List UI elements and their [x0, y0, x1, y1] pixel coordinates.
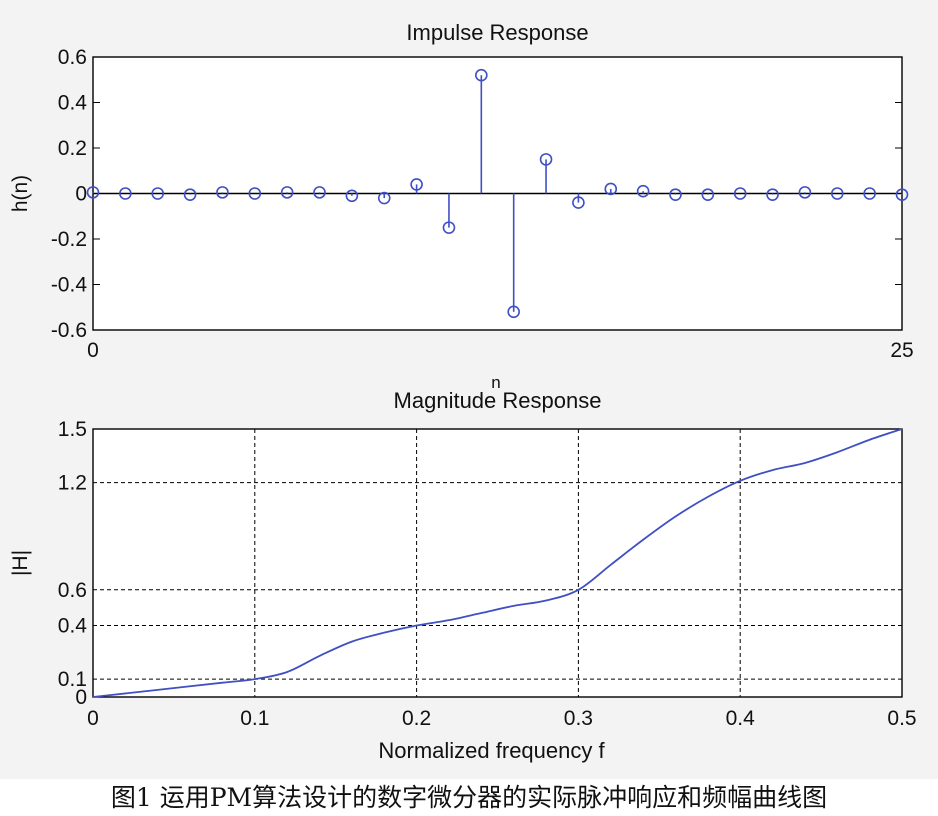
impulse-marker: [280, 186, 294, 199]
impulse-ytick-label: 0.2: [58, 137, 87, 160]
magnitude-ytick-label: 0: [75, 686, 87, 709]
impulse-marker: [119, 187, 132, 200]
impulse-marker: [475, 68, 488, 82]
impulse-marker: [183, 188, 197, 201]
impulse-title: Impulse Response: [406, 20, 588, 45]
magnitude-ytick-label: 1.2: [58, 472, 87, 495]
impulse-ytick-label: 0.4: [58, 92, 88, 115]
impulse-ytick-label: -0.6: [51, 319, 87, 342]
magnitude-ylabel: |H|: [9, 550, 32, 576]
impulse-xtick-label: 25: [890, 339, 913, 362]
impulse-marker: [539, 153, 553, 166]
impulse-marker: [216, 186, 229, 199]
impulse-marker: [507, 305, 520, 319]
magnitude-xtick-label: 0.2: [402, 707, 431, 730]
impulse-marker: [669, 188, 682, 201]
impulse-ytick-label: -0.4: [51, 274, 88, 297]
impulse-marker: [636, 184, 650, 198]
impulse-marker: [733, 187, 747, 200]
magnitude-xtick-label: 0.5: [887, 707, 916, 730]
impulse-marker: [572, 196, 585, 209]
magnitude-plot-area: [93, 429, 902, 697]
impulse-marker: [410, 178, 423, 191]
magnitude-axes-frame: [92, 428, 903, 698]
impulse-ytick-label: 0.6: [58, 46, 87, 69]
impulse-marker: [345, 189, 359, 203]
impulse-xtick-label: 0: [87, 339, 99, 362]
impulse-marker: [377, 191, 391, 205]
figure-panel: 0.6 0.4 0.2 0 -0.2 -0.4 -0.6 0 25 Impulse Respons…: [0, 0, 938, 780]
impulse-ytick-label: 0: [75, 183, 87, 206]
impulse-marker: [248, 187, 262, 200]
impulse-ytick-label: -0.2: [51, 228, 87, 251]
impulse-xlabel: n: [491, 373, 500, 392]
impulse-marker: [701, 188, 715, 201]
impulse-marker: [863, 187, 876, 200]
impulse-marker: [151, 187, 165, 200]
magnitude-ytick-label: 0.1: [58, 668, 87, 691]
impulse-marker: [442, 221, 456, 234]
magnitude-ytick-label: 1.5: [58, 418, 87, 441]
impulse-marker: [766, 188, 779, 201]
magnitude-xtick-label: 0.4: [726, 707, 756, 730]
magnitude-series-line: [92, 428, 903, 698]
magnitude-title: Magnitude Response: [394, 388, 602, 413]
impulse-marker: [86, 186, 100, 199]
impulse-marker: [798, 186, 812, 199]
magnitude-xlabel: Normalized frequency f: [378, 738, 605, 763]
impulse-ylabel: h(n): [9, 175, 32, 212]
magnitude-ytick-label: 0.6: [58, 579, 87, 602]
magnitude-ytick-label: 0.4: [58, 615, 88, 638]
impulse-marker: [895, 188, 909, 201]
figure-caption: 图1 运用PM算法设计的数字微分器的实际脉冲响应和频幅曲线图: [0, 779, 938, 816]
impulse-marker: [313, 186, 326, 199]
impulse-marker: [604, 182, 618, 196]
magnitude-xtick-label: 0.3: [564, 707, 593, 730]
magnitude-xtick-label: 0.1: [240, 707, 269, 730]
magnitude-xtick-label: 0: [87, 707, 99, 730]
impulse-marker: [830, 187, 844, 200]
